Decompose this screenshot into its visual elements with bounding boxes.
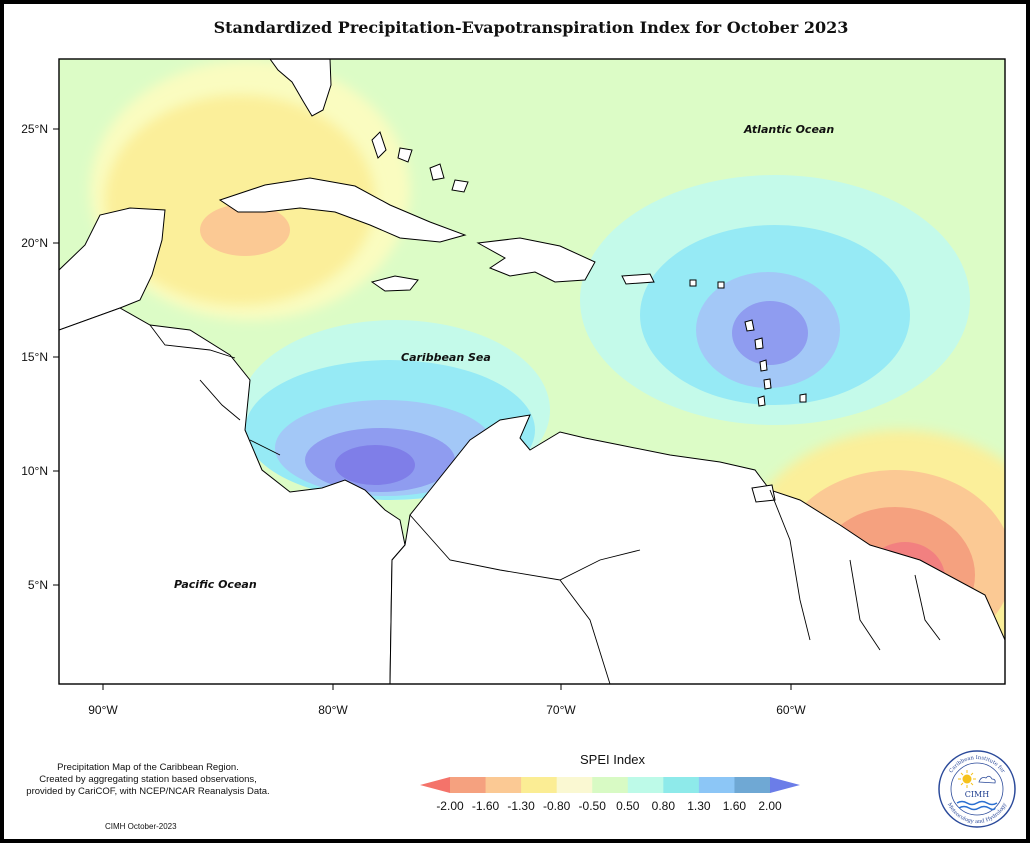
lon-label-80w: 80°W (318, 703, 348, 717)
legend-swatch (556, 777, 593, 793)
legend-title: SPEI Index (580, 752, 646, 767)
lon-label-60w: 60°W (776, 703, 806, 717)
legend-tick-label: 2.00 (758, 799, 782, 813)
source-notes: Precipitation Map of the Caribbean Regio… (8, 762, 288, 798)
legend-tick-label: 0.50 (616, 799, 640, 813)
label-pacific-ocean: Pacific Ocean (174, 578, 257, 591)
legend-arrow-high (770, 777, 800, 793)
note-line-2: Created by aggregating station based obs… (39, 774, 257, 785)
sun-icon (958, 770, 976, 788)
cimh-logo: Caribbean Institute for Meteorology and … (938, 750, 1016, 828)
legend-swatch (627, 777, 664, 793)
note-line-3: provided by CariCOF, with NCEP/NCAR Rean… (26, 786, 270, 797)
legend-swatch (592, 777, 629, 793)
legend-swatch (734, 777, 771, 793)
legend-tick-label: 1.30 (687, 799, 711, 813)
lat-label-25n: 25°N (21, 122, 48, 136)
legend-arrow-low (420, 777, 450, 793)
lat-label-10n: 10°N (21, 464, 48, 478)
legend-tick-label: -1.30 (507, 799, 535, 813)
lat-label-5n: 5°N (27, 578, 48, 592)
legend-swatch (450, 777, 487, 793)
legend-swatch (485, 777, 522, 793)
legend-tick-label: -0.80 (542, 799, 571, 813)
lat-label-15n: 15°N (21, 350, 48, 364)
country-borders (149, 324, 941, 684)
lat-label-20n: 20°N (21, 236, 48, 250)
legend-tick-label: -1.60 (471, 799, 500, 813)
label-caribbean-sea: Caribbean Sea (401, 351, 491, 364)
waves-icon (956, 800, 998, 811)
axis-ticks (53, 128, 792, 690)
lon-label-70w: 70°W (546, 703, 576, 717)
legend-tick-label: 1.60 (722, 799, 747, 813)
note-line-1: Precipitation Map of the Caribbean Regio… (57, 762, 239, 773)
legend-colorbar (420, 777, 800, 793)
page-title: Standardized Precipitation-Evapotranspir… (213, 18, 849, 37)
footer-credit: CIMH October-2023 (105, 822, 177, 831)
legend-tick-label: -0.50 (578, 799, 606, 813)
legend-swatch (663, 777, 700, 793)
label-atlantic-ocean: Atlantic Ocean (744, 123, 835, 136)
map-frame (58, 58, 1006, 685)
lon-label-90w: 90°W (88, 703, 118, 717)
legend-tick-label: 0.80 (651, 799, 675, 813)
cloud-icon (978, 775, 996, 784)
landmass-outlines (59, 59, 1005, 684)
legend-swatch (698, 777, 735, 793)
spei-field (59, 59, 1005, 684)
logo-abbr: CIMH (965, 790, 989, 799)
legend-swatch (521, 777, 558, 793)
legend-tick-label: -2.00 (436, 799, 464, 813)
